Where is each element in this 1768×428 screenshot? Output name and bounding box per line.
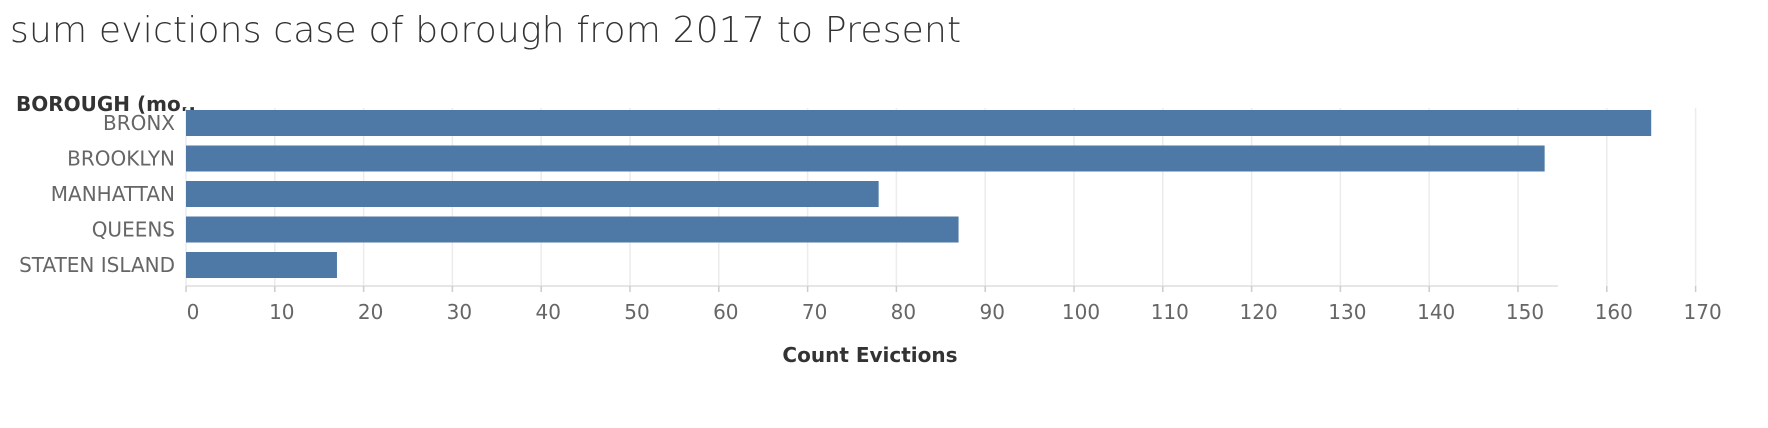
tick-label: 40 [535, 300, 560, 324]
tick-label: 50 [624, 300, 649, 324]
tick-label: 140 [1417, 300, 1455, 324]
tick-label: 80 [891, 300, 916, 324]
tick-label: 30 [447, 300, 472, 324]
tick-label: 160 [1595, 300, 1633, 324]
bar-brooklyn[interactable] [186, 145, 1545, 172]
tick-label: 120 [1240, 300, 1278, 324]
tick-label: 90 [979, 300, 1004, 324]
category-label: BRONX [103, 111, 175, 135]
row-header-label: BOROUGH (mo.. [16, 92, 196, 116]
category-label: BROOKLYN [67, 147, 175, 171]
tick-label: 130 [1328, 300, 1366, 324]
category-label: MANHATTAN [51, 182, 175, 206]
tick-label: 70 [802, 300, 827, 324]
x-axis-title: Count Evictions [782, 343, 957, 367]
bar-staten-island[interactable] [186, 252, 337, 278]
tick-label: 60 [713, 300, 738, 324]
x-axis-ticks: 0 10 20 30 40 50 60 70 80 90 100 110 120 130 140 150 160… [185, 286, 1722, 324]
tick-label: 170 [1684, 300, 1722, 324]
tick-label: 150 [1506, 300, 1544, 324]
bar-manhattan[interactable] [186, 181, 879, 207]
tick-label: 20 [358, 300, 383, 324]
category-label: QUEENS [92, 218, 175, 242]
category-labels: BRONX BROOKLYN MANHATTAN QUEENS STATEN ISLAN… [19, 111, 175, 277]
tick-label: 110 [1151, 300, 1189, 324]
tick-label: 10 [269, 300, 294, 324]
bar-queens[interactable] [186, 216, 959, 243]
chart-title: sum evictions case of borough from 2017 … [10, 10, 962, 51]
category-label: STATEN ISLAND [19, 253, 175, 277]
bars [186, 110, 1652, 278]
bar-bronx[interactable] [186, 110, 1652, 136]
tick-label: 0 [187, 300, 200, 324]
tick-label: 100 [1062, 300, 1100, 324]
